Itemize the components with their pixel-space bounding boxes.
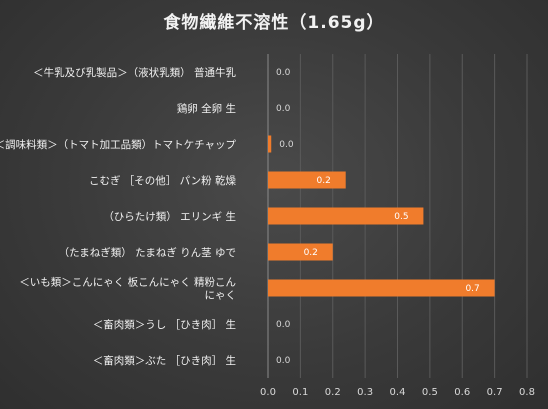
category-label: ＜牛乳及び乳製品＞（液状乳類） 普通牛乳 — [33, 66, 236, 79]
data-label: 0.2 — [317, 176, 331, 186]
data-label: 0.5 — [394, 212, 408, 222]
data-label: 0.0 — [276, 104, 291, 114]
x-tick-label: 0.7 — [487, 387, 503, 398]
category-label: ＜調味料類＞（トマト加工品類）トマトケチャップ — [0, 138, 236, 151]
x-tick-label: 0.3 — [357, 387, 373, 398]
bar — [268, 279, 495, 297]
category-label: 鶏卵 全卵 生 — [177, 102, 236, 115]
category-label: ＜畜肉類＞ぶた ［ひき肉］ 生 — [93, 354, 236, 367]
x-tick-label: 0.8 — [519, 387, 535, 398]
x-tick-label: 0.4 — [390, 387, 406, 398]
x-tick-label: 0.0 — [260, 387, 276, 398]
data-label: 0.0 — [276, 320, 291, 330]
category-label: にゃく — [205, 290, 237, 302]
bar — [268, 243, 333, 261]
x-tick-label: 0.5 — [422, 387, 438, 398]
bar — [268, 135, 272, 153]
x-tick-label: 0.2 — [325, 387, 341, 398]
data-label: 0.0 — [276, 68, 291, 78]
data-label: 0.7 — [465, 284, 479, 294]
category-label: ＜畜肉類＞うし ［ひき肉］ 生 — [93, 318, 236, 331]
category-label: （たまねぎ類） たまねぎ りん茎 ゆで — [59, 246, 236, 259]
data-label: 0.2 — [304, 248, 318, 258]
bar — [268, 207, 424, 225]
x-tick-label: 0.6 — [454, 387, 470, 398]
bar — [268, 171, 346, 189]
category-label: こむぎ ［その他］ パン粉 乾燥 — [89, 174, 237, 187]
category-label: ＜いも類＞こんにゃく 板こんにゃく 精粉こん — [19, 276, 236, 289]
category-label: （ひらたけ類） エリンギ 生 — [103, 210, 236, 223]
data-label: 0.0 — [276, 356, 291, 366]
data-label: 0.0 — [279, 140, 294, 150]
x-tick-label: 0.1 — [292, 387, 308, 398]
chart-title: 食物繊維不溶性（1.65g） — [163, 13, 385, 33]
